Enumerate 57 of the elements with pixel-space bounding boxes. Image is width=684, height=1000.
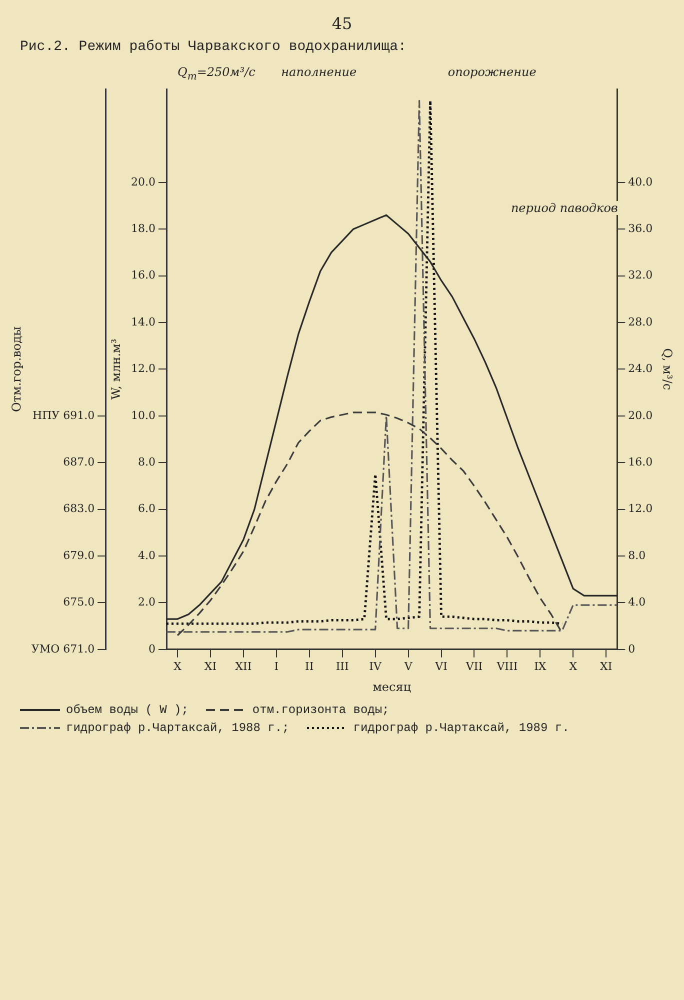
x-tick-label: V [403, 660, 414, 673]
legend-label: гидрограф р.Чартаксай, 1989 г. [353, 721, 570, 735]
y3-axis-title: Отм.гор.воды [9, 326, 24, 412]
y2-tick-label: 4.0 [628, 596, 646, 609]
y2-tick-label: 36.0 [628, 222, 653, 235]
y2-tick-label: 28.0 [628, 315, 653, 328]
legend-label: гидрограф р.Чартаксай, 1988 г.; [66, 721, 290, 735]
y2-tick-label: 8.0 [628, 548, 646, 562]
x-tick-label: X [569, 660, 578, 673]
x-tick-label: I [274, 660, 279, 673]
x-tick-label: IX [534, 660, 546, 673]
y3-tick-label: 687.0 [63, 455, 95, 468]
legend-label: объем воды ( W ); [66, 703, 188, 717]
y3-tick-label: 679.0 [63, 548, 95, 562]
y-tick-label: 4.0 [138, 548, 156, 562]
y2-tick-label: 12.0 [628, 502, 653, 516]
legend-label: отм.горизонта воды; [252, 703, 390, 717]
y-tick-label: 10.0 [131, 408, 156, 422]
y3-tick-label: 683.0 [63, 502, 95, 516]
text: наполнение [279, 65, 359, 79]
x-tick-label: X [174, 660, 182, 673]
text: опорожнение [446, 65, 538, 79]
y-tick-label: 20.0 [131, 175, 156, 188]
x-tick-label: XI [600, 660, 612, 673]
x-tick-label: XII [235, 660, 252, 673]
y-tick-label: 0 [148, 642, 156, 656]
y-tick-label: 14.0 [131, 315, 156, 328]
y3-tick-label: 675.0 [63, 596, 95, 609]
x-axis-title: месяц [372, 680, 412, 694]
y-tick-label: 2.0 [138, 596, 156, 609]
chart-title: Рис.2. Режим работы Чарвакского водохранилища: [19, 38, 408, 57]
y3-tick-label: УМО 671.0 [31, 642, 95, 656]
y2-tick-label: 0 [628, 642, 636, 656]
x-tick-label: VI [434, 660, 448, 673]
y2-axis-title: Q, м³/с [660, 348, 675, 390]
x-tick-label: VIII [496, 660, 518, 673]
y2-tick-label: 40.0 [628, 175, 653, 188]
y-tick-label: 16.0 [131, 268, 156, 282]
y-tick-label: 12.0 [131, 362, 156, 376]
y2-tick-label: 24.0 [628, 362, 653, 376]
annotation: период паводков [508, 201, 620, 216]
text: 45 [330, 13, 354, 33]
x-tick-label: VII [464, 660, 483, 673]
y-axis-title: W, млн.м³ [108, 338, 123, 400]
y2-tick-label: 20.0 [628, 408, 653, 422]
y-tick-label: 18.0 [131, 222, 156, 235]
y-tick-label: 8.0 [138, 455, 156, 468]
line-series [176, 412, 563, 636]
y3-tick-label: НПУ 691.0 [32, 408, 95, 422]
x-tick-label: III [336, 660, 349, 673]
y-tick-label: 6.0 [138, 502, 156, 516]
y2-tick-label: 16.0 [628, 455, 653, 468]
y2-tick-label: 32.0 [628, 268, 653, 282]
text: Q$_{m}$=250м³/с [176, 65, 258, 82]
x-tick-label: IV [369, 660, 383, 673]
x-tick-label: XI [204, 660, 217, 673]
x-tick-label: II [305, 660, 314, 673]
